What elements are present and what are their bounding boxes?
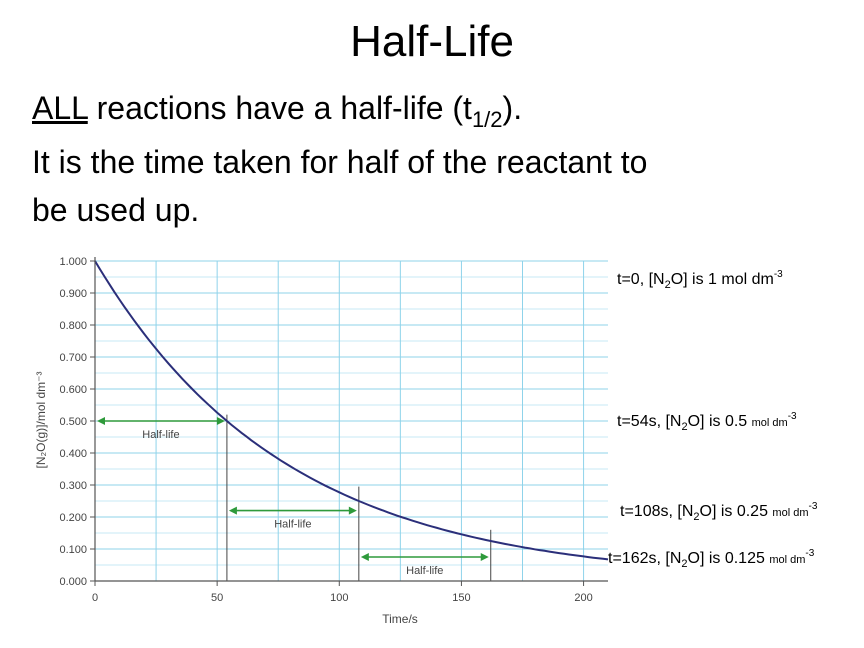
annotation-text: O] is 0.125: [687, 550, 770, 567]
y-tick-label: 1.000: [59, 256, 87, 268]
annotation-t54: t=54s, [N2O] is 0.5 mol dm-3: [617, 412, 797, 433]
half-life-arrow-head-right: [480, 553, 489, 561]
annotation-t108: t=108s, [N2O] is 0.25 mol dm-3: [620, 502, 817, 523]
body-line-1-end: ).: [502, 90, 523, 126]
annotation-unit: mol dm: [751, 417, 788, 429]
annotation-subscript: 2: [664, 279, 671, 291]
slide-title: Half-Life: [350, 17, 514, 66]
annotation-text: O] is 1 mol dm: [670, 271, 774, 288]
chart-curve: [94, 260, 609, 561]
y-tick-label: 0.300: [59, 480, 87, 492]
annotation-superscript: -3: [808, 501, 818, 512]
y-tick-label: 0.100: [59, 544, 87, 556]
body-line-2: It is the time taken for half of the rea…: [32, 144, 648, 180]
annotation-subscript: 2: [693, 511, 700, 523]
underlined-word: ALL: [32, 90, 88, 126]
x-tick-label: 50: [211, 592, 223, 604]
x-axis-label: Time/s: [382, 612, 418, 626]
annotation-subscript: 2: [681, 558, 688, 570]
y-tick-label: 0.700: [59, 352, 87, 364]
annotation-text: O] is 0.5: [687, 413, 752, 430]
y-tick-label: 0.200: [59, 512, 87, 524]
decay-curve-line: [94, 260, 609, 561]
annotation-t162: t=162s, [N2O] is 0.125 mol dm-3: [608, 549, 814, 570]
half-life-arrow-head-right: [348, 506, 357, 515]
x-tick-label: 100: [330, 592, 348, 604]
annotation-superscript: -3: [787, 411, 797, 422]
y-tick-label: 0.600: [59, 384, 87, 396]
half-life-label: Half-life: [142, 429, 179, 441]
y-tick-label: 0.500: [59, 416, 87, 428]
body-line-1: ALL reactions have a half-life (t1/2).: [32, 88, 523, 131]
body-line-3: be used up.: [32, 192, 200, 228]
chart-axes: 0.000 0.100 0.200 0.300 0.400 0.500 0.600 0.700…: [59, 256, 608, 604]
annotation-text: t=108s, [N: [620, 503, 694, 520]
half-life-arrow-head-left: [228, 506, 237, 515]
half-life-label: Half-life: [274, 519, 311, 531]
annotation-text: t=162s, [N: [608, 550, 682, 567]
y-tick-label: 0.400: [59, 448, 87, 460]
x-tick-label: 150: [452, 592, 470, 604]
annotation-t0: t=0, [N2O] is 1 mol dm-3: [617, 269, 783, 291]
y-tick-label: 0.900: [59, 288, 87, 300]
x-tick-label: 200: [574, 592, 592, 604]
body-line-1-text: reactions have a half-life (t: [87, 90, 472, 126]
y-tick-label: 0.000: [59, 576, 87, 588]
half-life-subscript: 1/2: [471, 107, 503, 132]
y-tick-label: 0.800: [59, 320, 87, 332]
half-life-arrow-head-right: [216, 417, 225, 425]
annotation-subscript: 2: [681, 421, 688, 433]
annotation-unit: mol dm: [769, 554, 806, 566]
annotation-superscript: -3: [805, 548, 815, 559]
annotation-superscript: -3: [773, 269, 783, 280]
half-life-arrow-head-left: [97, 417, 105, 425]
annotation-text: t=0, [N: [617, 271, 665, 288]
half-life-arrow-head-left: [360, 553, 369, 561]
annotation-text: O] is 0.25: [699, 503, 773, 520]
chart-markers: Half-life Half-life Half-life: [97, 414, 492, 581]
half-life-label: Half-life: [406, 565, 443, 577]
annotation-text: t=54s, [N: [617, 413, 682, 430]
annotation-unit: mol dm: [772, 507, 809, 519]
x-tick-label: 0: [92, 592, 98, 604]
y-axis-label: [N₂O(g)]/mol dm⁻³: [34, 372, 48, 469]
